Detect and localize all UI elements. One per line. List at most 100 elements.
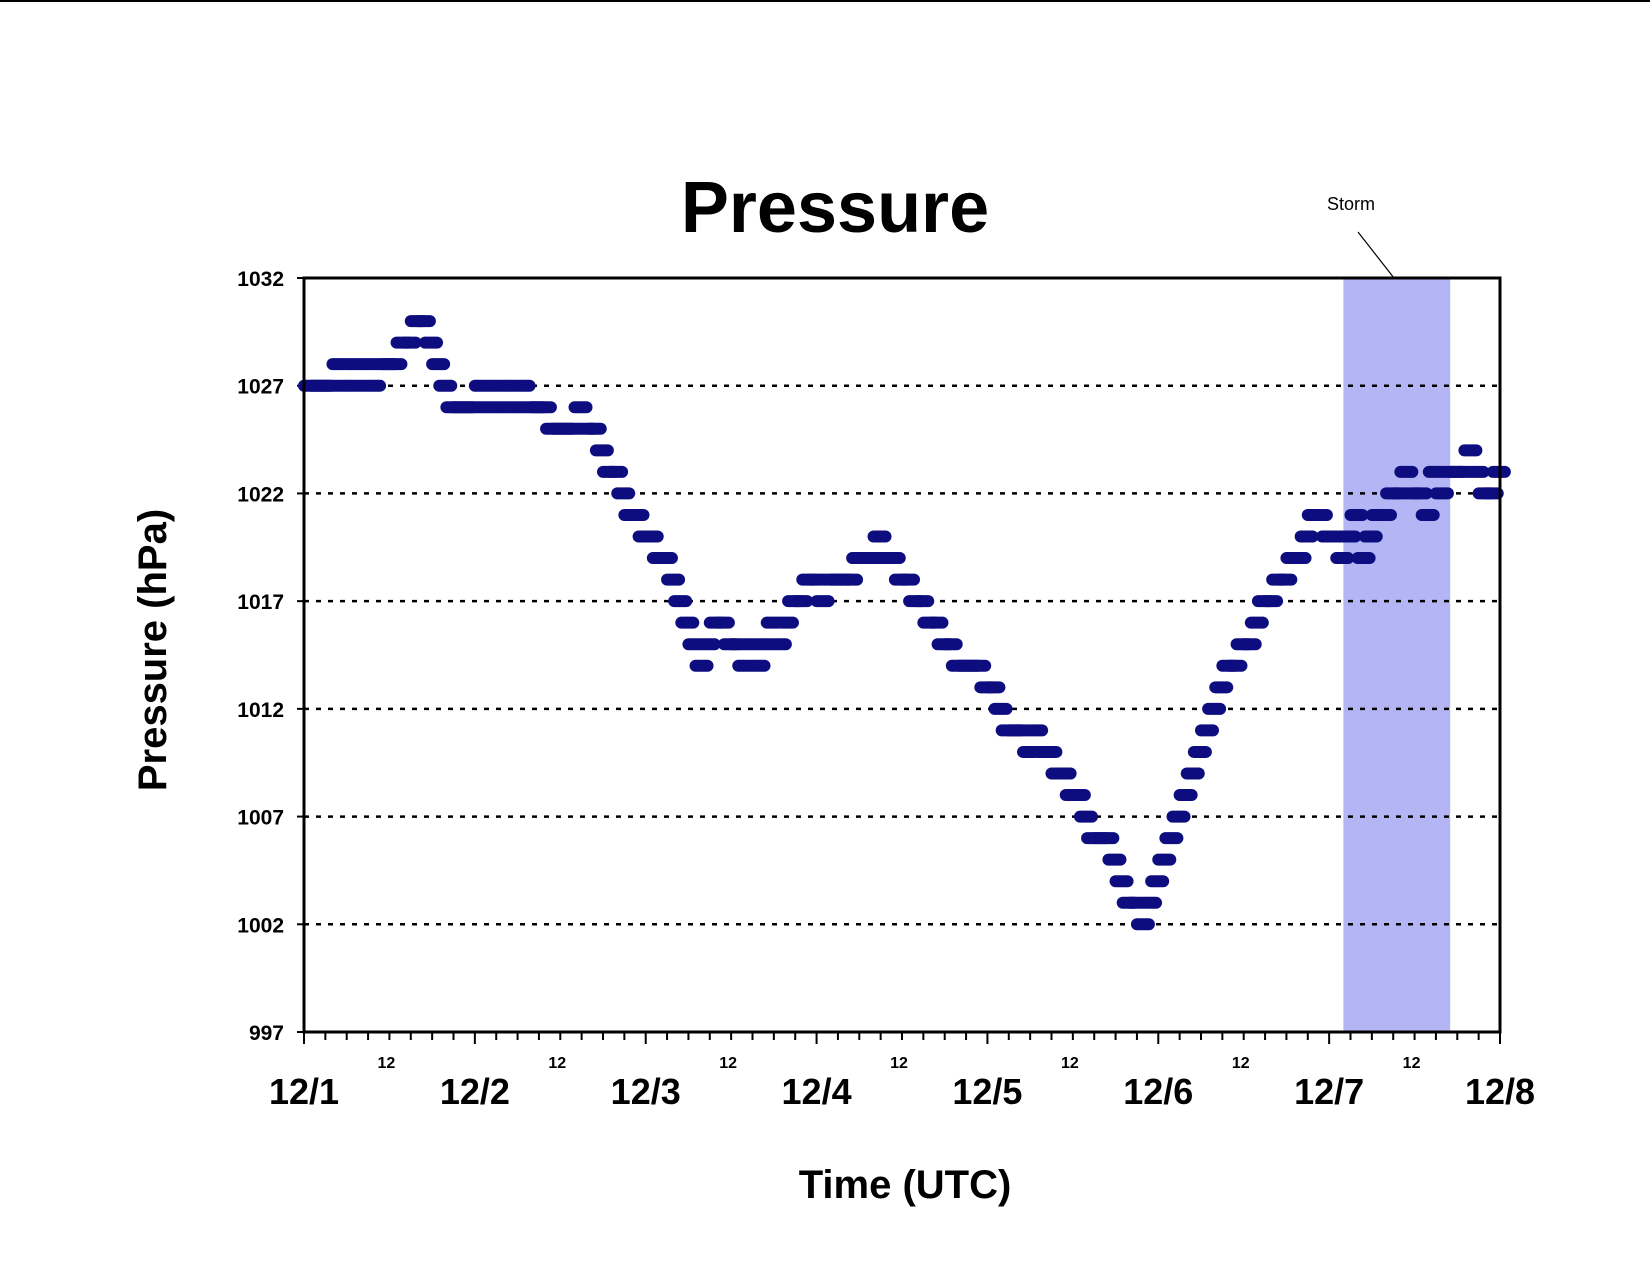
data-point [1458, 444, 1483, 457]
data-point [1465, 465, 1490, 478]
data-point [1344, 508, 1369, 521]
data-point [639, 530, 664, 543]
data-point [696, 638, 721, 651]
y-tick-label-1002: 1002 [237, 914, 284, 937]
data-point [675, 616, 700, 629]
data-point [1351, 552, 1376, 565]
y-tick-label-1007: 1007 [237, 807, 284, 830]
data-point [589, 444, 614, 457]
y-axis-title: Pressure (hPa) [131, 509, 175, 791]
data-point [1102, 853, 1127, 866]
data-point [1408, 487, 1433, 500]
chart-title: Pressure [681, 168, 989, 248]
data-point [1308, 508, 1333, 521]
y-tick-label-997: 997 [249, 1022, 284, 1045]
data-point [1145, 875, 1170, 888]
data-point [1173, 789, 1198, 802]
data-point [1394, 465, 1419, 478]
data-point [1187, 745, 1212, 758]
data-point [924, 616, 949, 629]
data-point [661, 573, 686, 586]
data-point [568, 401, 593, 414]
data-point [668, 595, 693, 608]
data-point [1038, 745, 1063, 758]
data-point [582, 422, 607, 435]
data-point [625, 508, 650, 521]
data-point [1109, 875, 1134, 888]
data-point [1195, 724, 1219, 737]
data-point [981, 681, 1006, 694]
data-points [298, 315, 1511, 931]
storm-layer: Storm [1327, 194, 1451, 1032]
x-hour-label: 12 [890, 1055, 908, 1072]
x-date-label-12-8: 12/8 [1465, 1071, 1535, 1112]
y-tick-label-1022: 1022 [237, 483, 284, 506]
data-point [789, 595, 814, 608]
x-date-label-12-1: 12/1 [269, 1071, 339, 1112]
data-point [1244, 616, 1269, 629]
data-point [1159, 832, 1184, 845]
data-point [1066, 789, 1091, 802]
x-date-label-12-4: 12/4 [782, 1071, 852, 1112]
data-point [1287, 552, 1312, 565]
y-tick-label-1017: 1017 [237, 591, 284, 614]
x-hour-label: 12 [378, 1055, 396, 1072]
storm-annotation: Storm [1327, 194, 1375, 214]
data-point [1429, 487, 1454, 500]
data-point [1052, 767, 1077, 780]
data-point [881, 552, 906, 565]
x-date-label-12-5: 12/5 [952, 1071, 1022, 1112]
x-hour-label: 12 [719, 1055, 737, 1072]
gridlines [304, 384, 1500, 926]
storm-leader-line [1357, 231, 1395, 279]
data-point [938, 638, 963, 651]
data-point [433, 379, 458, 392]
x-date-label-12-2: 12/2 [440, 1071, 510, 1112]
top-border-rule [0, 0, 1650, 2]
data-point [419, 336, 444, 349]
data-point [1330, 552, 1355, 565]
x-hour-label: 12 [1403, 1055, 1421, 1072]
data-point [1073, 810, 1098, 823]
x-date-label-12-6: 12/6 [1123, 1071, 1193, 1112]
x-date-label-12-3: 12/3 [611, 1071, 681, 1112]
data-point [1259, 595, 1284, 608]
data-point [988, 702, 1013, 715]
data-point [411, 315, 436, 328]
data-point [1024, 724, 1049, 737]
data-point [1372, 508, 1397, 521]
data-point [867, 530, 892, 543]
data-point [1202, 702, 1227, 715]
data-point [767, 638, 792, 651]
data-point [896, 573, 920, 586]
data-point [1095, 832, 1120, 845]
data-point [1294, 530, 1319, 543]
x-axis-title: Time (UTC) [799, 1163, 1012, 1207]
data-point [1138, 896, 1163, 909]
data-point [810, 595, 835, 608]
data-point [1130, 918, 1155, 931]
data-point [746, 659, 771, 672]
data-point [967, 659, 992, 672]
x-date-label-12-7: 12/7 [1294, 1071, 1364, 1112]
data-point [710, 616, 735, 629]
data-point [1415, 508, 1440, 521]
data-point [611, 487, 636, 500]
y-tick-label-1027: 1027 [237, 376, 284, 399]
data-point [426, 358, 451, 371]
data-point [511, 379, 536, 392]
x-hour-label: 12 [1061, 1055, 1079, 1072]
data-point [1358, 530, 1383, 543]
data-point [774, 616, 799, 629]
data-point [362, 379, 387, 392]
data-point [653, 552, 678, 565]
data-point [910, 595, 935, 608]
x-axis-ticks: 12/1 12 12/2 12 12/3 12 12/4 12 12/5 12 12/6 12 12/7… [269, 1032, 1535, 1112]
data-point [397, 336, 422, 349]
data-point [604, 465, 629, 478]
data-point [1479, 487, 1504, 500]
data-point [839, 573, 864, 586]
data-point [689, 659, 714, 672]
data-point [1337, 530, 1362, 543]
